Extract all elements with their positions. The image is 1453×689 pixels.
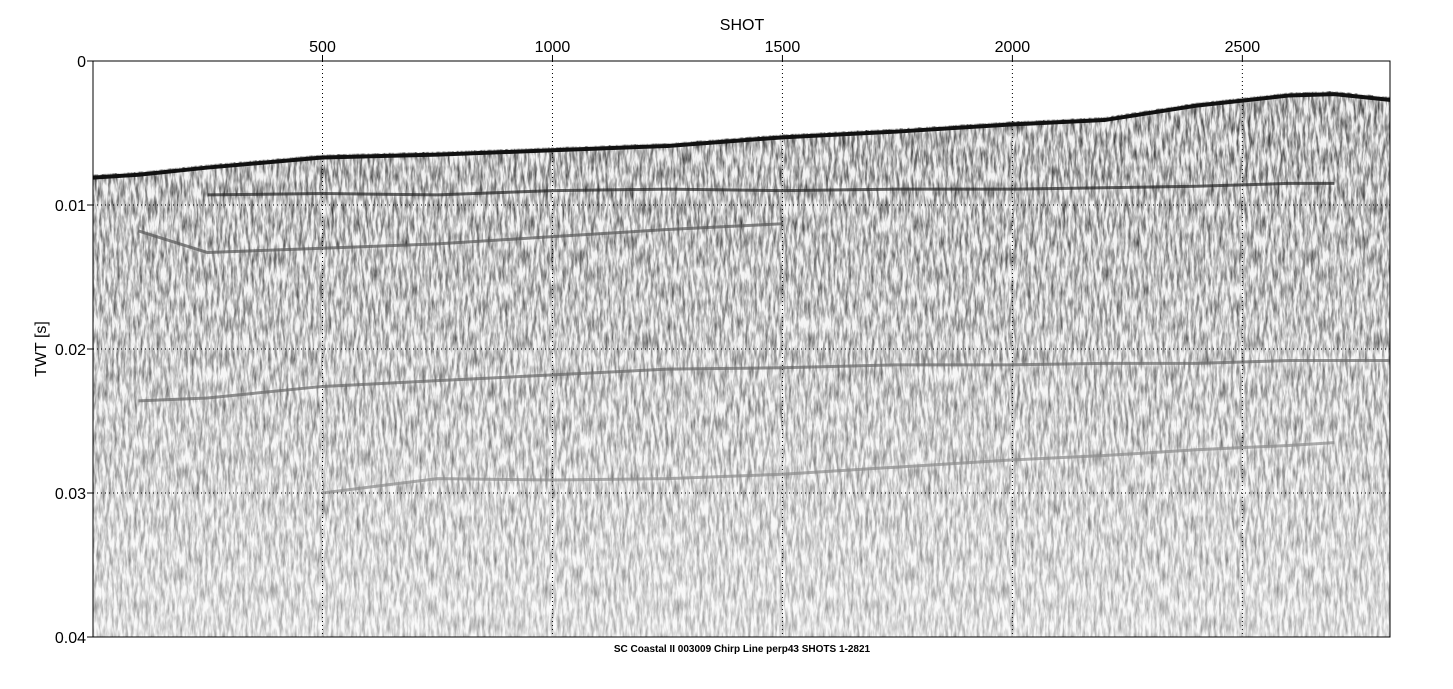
y-tick-label: 0.03 [55,486,86,503]
caption: SC Coastal II 003009 Chirp Line perp43 S… [614,644,871,655]
plot-frame [92,60,1391,638]
x-tick-label: 1500 [765,39,801,56]
y-tick-label: 0.04 [55,630,86,647]
y-tick-label: 0.01 [55,198,86,215]
y-tick-label: 0 [77,54,86,71]
y-axis-title: TWT [s] [33,321,50,377]
plot-area [92,60,1391,638]
reflector [138,359,1390,403]
x-tick-label: 500 [309,39,336,56]
x-tick-label: 2000 [995,39,1031,56]
reflector [207,181,1335,197]
y-tick-label: 0.02 [55,342,86,359]
x-tick-label: 1000 [535,39,571,56]
reflector [322,441,1335,495]
reflector [138,222,783,255]
x-tick-label: 2500 [1225,39,1261,56]
x-axis-title: SHOT [720,17,765,34]
seafloor-reflector [92,92,1391,180]
